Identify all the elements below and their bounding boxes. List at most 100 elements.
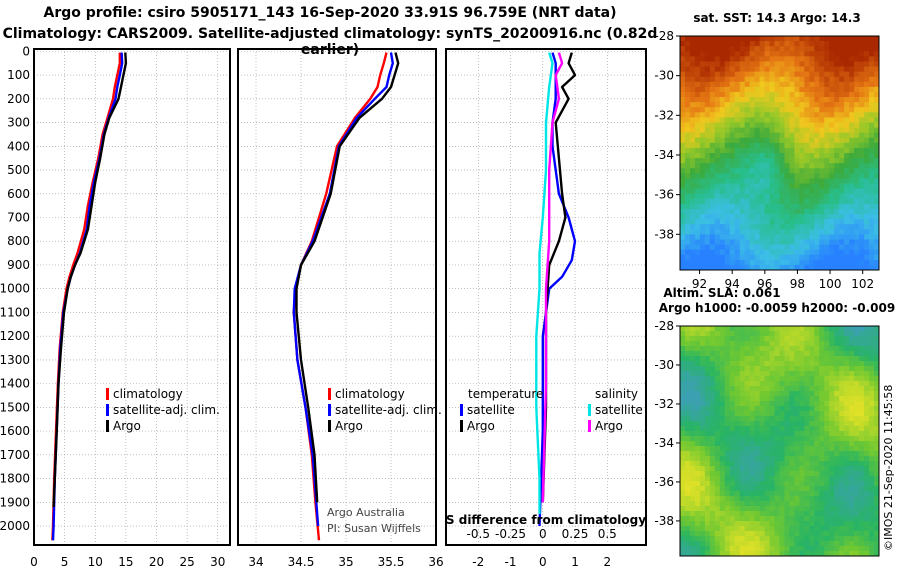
sst-cell <box>734 198 741 205</box>
sla-cell <box>739 341 746 347</box>
sst-cell <box>864 112 870 118</box>
sla-cell <box>844 431 850 437</box>
sla-cell <box>854 411 860 417</box>
sst-cell <box>799 107 805 113</box>
sst-cell <box>739 117 746 123</box>
sla-cell <box>774 436 780 442</box>
sst-cell <box>754 127 761 134</box>
sla-cell <box>824 431 830 437</box>
sst-cell <box>809 173 815 179</box>
sla-cell <box>769 376 775 382</box>
sla-cell <box>744 531 751 537</box>
sst-cell <box>794 249 800 256</box>
sst-cell <box>839 122 845 128</box>
y-tick-label: 2000 <box>0 519 30 533</box>
sst-cell <box>714 254 721 261</box>
sla-cell <box>709 431 716 437</box>
sst-cell <box>849 193 855 200</box>
sst-cell <box>759 142 765 149</box>
sla-cell <box>754 521 761 527</box>
sst-cell <box>724 239 731 245</box>
sla-cell <box>859 506 865 512</box>
sla-cell <box>824 501 830 507</box>
sst-cell <box>809 244 815 251</box>
sst-cell <box>839 178 845 184</box>
sst-cell <box>709 183 716 190</box>
sst-cell <box>844 86 850 93</box>
sst-cell <box>714 147 721 154</box>
x-tick-label: 35.5 <box>378 555 405 569</box>
sla-cell <box>829 421 835 427</box>
map-x-tick-label: 102 <box>851 277 874 291</box>
sst-cell <box>864 51 870 57</box>
sst-cell <box>744 249 751 256</box>
sla-cell <box>864 501 870 507</box>
sla-cell <box>749 346 756 352</box>
sla-cell <box>739 476 746 482</box>
sla-cell <box>754 486 761 492</box>
sst-cell <box>874 234 880 240</box>
sst-cell <box>734 86 741 93</box>
sst-cell <box>799 66 805 73</box>
sla-cell <box>680 366 686 372</box>
sst-cell <box>839 36 845 42</box>
sla-cell <box>769 351 775 357</box>
sst-cell <box>759 153 765 159</box>
sst-cell <box>844 147 850 154</box>
sst-cell <box>704 97 711 103</box>
sst-cell <box>719 81 726 88</box>
sst-cell <box>714 46 721 52</box>
sst-cell <box>709 102 716 108</box>
sst-cell <box>754 193 761 200</box>
sla-cell <box>759 416 765 422</box>
sst-cell <box>779 127 785 134</box>
sla-cell <box>869 456 875 462</box>
sla-cell <box>829 476 835 482</box>
sst-cell <box>694 203 701 210</box>
sst-cell <box>869 81 875 88</box>
sla-cell <box>684 401 691 407</box>
sla-cell <box>709 366 716 372</box>
sla-cell <box>874 366 880 372</box>
sst-cell <box>774 178 780 184</box>
sst-cell <box>874 244 880 251</box>
sst-cell <box>704 239 711 245</box>
sla-cell <box>854 331 860 337</box>
sla-cell <box>784 326 790 332</box>
sst-cell <box>784 254 790 261</box>
sst-cell <box>689 91 696 98</box>
sla-cell <box>704 431 711 437</box>
sla-cell <box>724 451 731 457</box>
sst-cell <box>719 208 726 215</box>
sla-cell <box>864 461 870 467</box>
sla-cell <box>734 431 741 437</box>
sst-cell <box>749 244 756 251</box>
sst-cell <box>709 86 716 93</box>
sla-cell <box>819 431 825 437</box>
sla-cell <box>844 416 850 422</box>
sst-cell <box>864 158 870 164</box>
sst-cell <box>709 117 716 123</box>
sla-cell <box>779 416 785 422</box>
sst-cell <box>849 91 855 98</box>
sst-cell <box>749 203 756 210</box>
sst-cell <box>779 147 785 154</box>
sla-cell <box>799 456 805 462</box>
sla-cell <box>809 511 815 517</box>
sla-cell <box>854 491 860 497</box>
sst-cell <box>794 188 800 195</box>
sla-cell <box>874 456 880 462</box>
sst-cell <box>729 56 736 62</box>
sla-cell <box>719 501 726 507</box>
sla-cell <box>729 471 736 477</box>
sla-cell <box>749 381 756 387</box>
sla-cell <box>719 356 726 362</box>
sla-cell <box>824 456 830 462</box>
sst-cell <box>829 107 835 113</box>
sst-cell <box>864 173 870 179</box>
sst-cell <box>849 117 855 123</box>
sst-cell <box>789 249 795 256</box>
map-y-tick-label: -28 <box>654 319 674 333</box>
sla-cell <box>869 461 875 467</box>
sst-cell <box>874 66 880 73</box>
